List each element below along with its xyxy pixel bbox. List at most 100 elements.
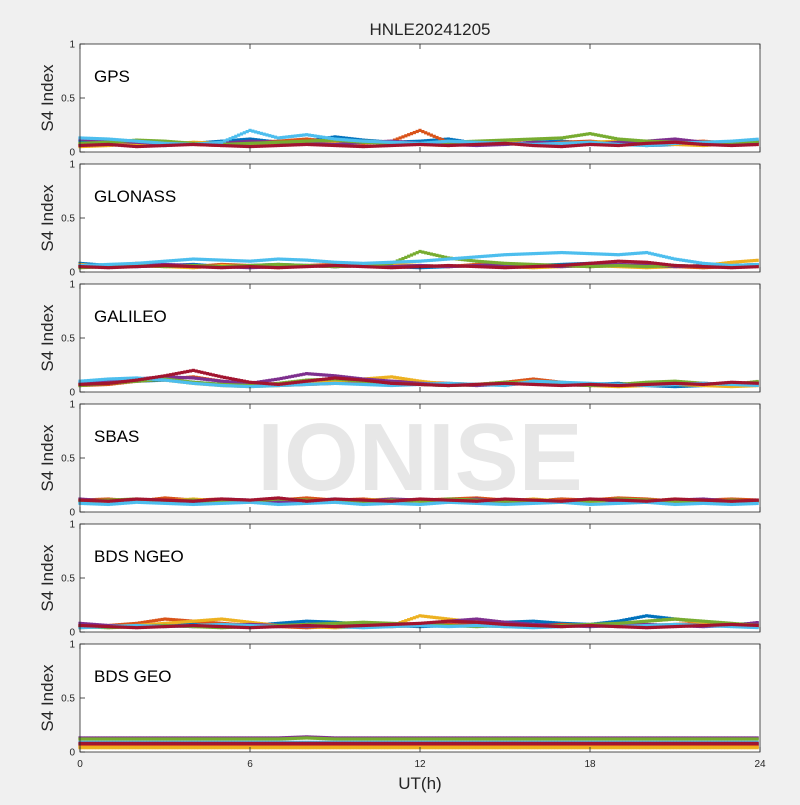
data-point (333, 264, 336, 267)
data-point (132, 145, 135, 148)
data-point (319, 382, 322, 385)
data-point (288, 135, 291, 138)
data-point (376, 380, 379, 383)
data-point (127, 379, 130, 382)
data-point (356, 383, 359, 386)
data-point (410, 265, 413, 268)
data-point (285, 382, 288, 385)
data-point (155, 376, 158, 379)
data-point (472, 265, 475, 268)
data-point (518, 262, 521, 265)
data-point (274, 263, 277, 266)
data-point (121, 144, 124, 147)
data-point (359, 145, 362, 148)
data-point (265, 379, 268, 382)
data-point (110, 377, 113, 380)
data-point (209, 258, 212, 261)
data-point (617, 260, 620, 263)
data-point (467, 265, 470, 268)
data-point (203, 143, 206, 146)
data-point (668, 141, 671, 144)
data-point (469, 259, 472, 262)
data-point (730, 140, 733, 143)
data-point (265, 141, 268, 144)
data-point (373, 265, 376, 268)
data-point (433, 135, 436, 138)
data-point (229, 384, 232, 387)
data-point (563, 251, 566, 254)
data-point (571, 141, 574, 144)
data-point (328, 374, 331, 377)
data-point (333, 382, 336, 385)
data-point (149, 144, 152, 147)
data-point (410, 253, 413, 256)
y-tick-label: 1 (69, 40, 75, 51)
data-point (322, 264, 325, 267)
data-point (175, 372, 178, 375)
data-point (455, 264, 458, 267)
data-point (161, 375, 164, 378)
data-point (246, 142, 249, 145)
data-point (484, 143, 487, 146)
data-point (373, 380, 376, 383)
data-point (107, 263, 110, 266)
data-point (702, 143, 705, 146)
data-point (594, 143, 597, 146)
data-point (302, 265, 305, 268)
data-point (223, 259, 226, 262)
data-point (112, 138, 115, 141)
data-point (263, 133, 266, 136)
data-point (673, 257, 676, 260)
data-point (107, 377, 110, 380)
data-point (435, 258, 438, 261)
data-point (552, 137, 555, 140)
data-point (240, 379, 243, 382)
data-point (416, 265, 419, 268)
data-point (724, 140, 727, 143)
data-point (588, 143, 591, 146)
data-point (671, 138, 674, 141)
data-point (399, 266, 402, 269)
data-point (526, 138, 529, 141)
data-point (668, 256, 671, 259)
data-point (444, 384, 447, 387)
data-point (529, 252, 532, 255)
data-point (104, 137, 107, 140)
data-point (566, 251, 569, 254)
data-point (112, 377, 115, 380)
data-point (455, 144, 458, 147)
data-point (608, 264, 611, 267)
data-point (605, 253, 608, 256)
data-point (418, 143, 421, 146)
data-point (373, 261, 376, 264)
data-point (458, 257, 461, 260)
data-point (350, 261, 353, 264)
data-point (254, 259, 257, 262)
data-point (707, 143, 710, 146)
data-point (617, 253, 620, 256)
data-point (484, 260, 487, 263)
data-point (268, 144, 271, 147)
data-point (155, 264, 158, 267)
data-point (178, 259, 181, 262)
data-point (447, 140, 450, 143)
data-point (342, 382, 345, 385)
data-point (679, 258, 682, 261)
data-point (311, 383, 314, 386)
data-point (614, 253, 617, 256)
data-point (277, 136, 280, 139)
data-point (81, 383, 84, 386)
data-point (523, 265, 526, 268)
data-point (444, 264, 447, 267)
data-point (362, 262, 365, 265)
data-point (569, 135, 572, 138)
data-point (345, 377, 348, 380)
data-point (149, 264, 152, 267)
data-point (302, 383, 305, 386)
data-point (430, 259, 433, 262)
data-point (226, 266, 229, 269)
data-point (178, 264, 181, 267)
data-point (651, 252, 654, 255)
data-point (331, 377, 334, 380)
data-point (282, 382, 285, 385)
